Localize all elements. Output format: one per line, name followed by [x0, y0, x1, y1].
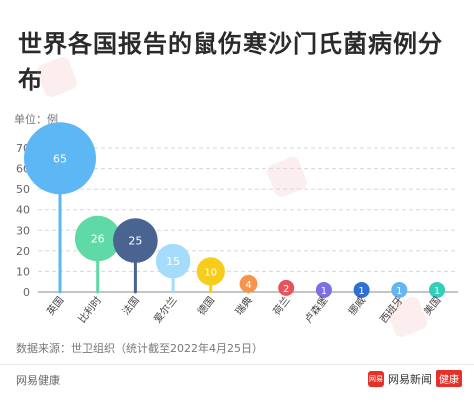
bubble-value-label: 2: [283, 284, 289, 295]
brand-tag: 健康: [436, 370, 462, 387]
bubble: [391, 281, 408, 298]
bubble-value-label: 10: [204, 267, 217, 278]
x-category-label: 卢森堡: [302, 294, 331, 326]
stem-layer: [58, 156, 439, 294]
bubble: [353, 281, 370, 298]
brand-right: 网易 网易新闻 健康: [368, 370, 462, 387]
footer: 网易健康 网易 网易新闻 健康: [0, 364, 474, 402]
bubble-value-label: 65: [53, 152, 67, 165]
bubble: [239, 274, 258, 293]
bubble-value-label: 15: [166, 255, 180, 268]
unit-label: 单位：例: [14, 111, 58, 127]
y-tick-label: 10: [16, 265, 30, 278]
x-category-label: 法国: [119, 294, 142, 318]
y-tick-label: 40: [16, 204, 30, 217]
bubble: [429, 281, 445, 298]
footer-divider: [0, 364, 474, 365]
bubble: [24, 122, 96, 195]
bubble: [113, 218, 158, 263]
bubble-value-label: 1: [321, 286, 327, 297]
y-tick-label: 20: [16, 245, 30, 258]
brand-name: 网易新闻: [388, 372, 432, 386]
y-tick-label: 0: [23, 286, 30, 299]
x-label-layer: 英国 比利时 法国 爱尔兰 德国 瑞典 荷兰 卢森堡 挪威 西班牙 美国: [44, 294, 444, 326]
bubble: [155, 243, 191, 279]
bubble-layer: 65 26 25 15 10 4 2 1 1 1 1: [24, 122, 445, 298]
brand-left: 网易健康: [16, 374, 60, 387]
x-category-label: 英国: [44, 294, 67, 318]
bubble-value-label: 1: [396, 286, 402, 297]
y-tick-label: 50: [16, 183, 30, 196]
data-source: 数据来源：世卫组织（统计截至2022年4月25日）: [16, 342, 263, 355]
x-category-label: 瑞典: [232, 294, 255, 318]
y-tick-label: 30: [16, 224, 30, 237]
bubble: [196, 257, 225, 286]
x-category-label: 西班牙: [378, 294, 406, 325]
x-category-label: 挪威: [345, 294, 368, 318]
x-category-label: 德国: [195, 294, 218, 318]
bubble-value-label: 1: [434, 286, 440, 297]
bubble-value-label: 1: [358, 286, 364, 297]
bubble-value-label: 26: [91, 233, 105, 246]
netease-logo-icon: 网易: [368, 370, 384, 387]
x-category-label: 荷兰: [270, 294, 293, 318]
bubble: [315, 281, 332, 298]
x-category-label: 爱尔兰: [151, 294, 180, 326]
x-category-label: 比利时: [76, 294, 104, 325]
bubble-value-label: 25: [128, 235, 142, 248]
bubble: [74, 215, 121, 262]
chart-title: 世界各国报告的鼠伤寒沙门氏菌病例分布: [18, 30, 443, 94]
bubble-value-label: 4: [245, 280, 251, 291]
bubble: [278, 279, 295, 296]
unit-prefix: 单位：: [14, 113, 47, 126]
x-category-label: 美国: [421, 294, 444, 318]
unit-value: 例: [47, 113, 58, 126]
